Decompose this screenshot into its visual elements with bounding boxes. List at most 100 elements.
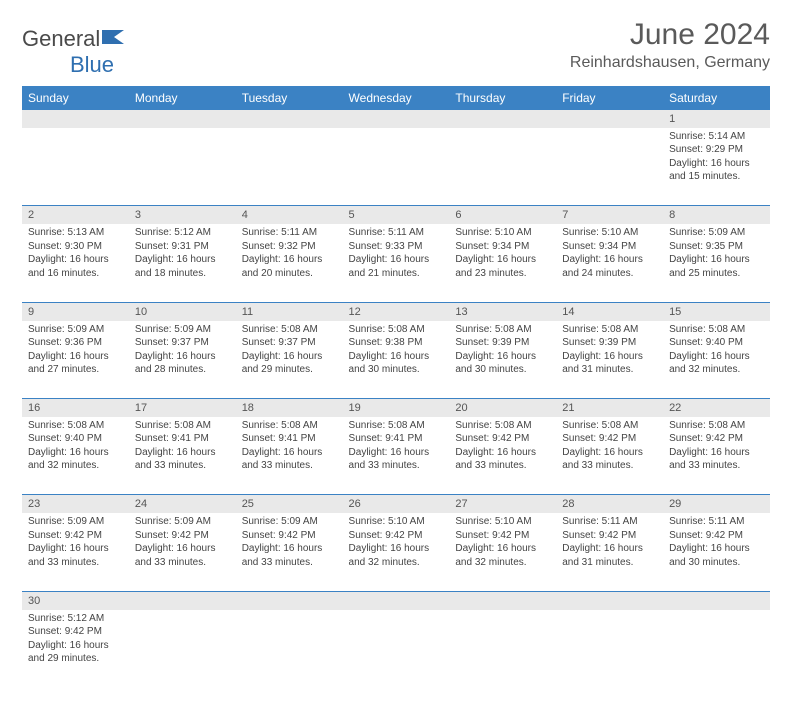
day-number-cell: 7 xyxy=(556,206,663,224)
day-number-cell: 1 xyxy=(663,110,770,128)
day-number-cell: 10 xyxy=(129,302,236,320)
sunrise-line: Sunrise: 5:08 AM xyxy=(349,419,444,433)
day-number-cell: 18 xyxy=(236,399,343,417)
sunrise-line: Sunrise: 5:08 AM xyxy=(455,419,550,433)
sunrise-line: Sunrise: 5:09 AM xyxy=(135,515,230,529)
day-cell xyxy=(22,128,129,206)
daylight-line: Daylight: 16 hours and 32 minutes. xyxy=(669,350,764,377)
sunset-line: Sunset: 9:41 PM xyxy=(135,432,230,446)
daynum-row: 9101112131415 xyxy=(22,302,770,320)
sunrise-line: Sunrise: 5:09 AM xyxy=(242,515,337,529)
day-details: Sunrise: 5:08 AMSunset: 9:38 PMDaylight:… xyxy=(343,321,450,381)
sunset-line: Sunset: 9:42 PM xyxy=(562,529,657,543)
day-cell: Sunrise: 5:08 AMSunset: 9:37 PMDaylight:… xyxy=(236,321,343,399)
day-number-cell: 5 xyxy=(343,206,450,224)
day-header: Tuesday xyxy=(236,86,343,110)
day-details: Sunrise: 5:10 AMSunset: 9:34 PMDaylight:… xyxy=(556,224,663,284)
sunrise-line: Sunrise: 5:12 AM xyxy=(135,226,230,240)
day-number-cell: 2 xyxy=(22,206,129,224)
daylight-line: Daylight: 16 hours and 21 minutes. xyxy=(349,253,444,280)
day-cell xyxy=(556,128,663,206)
sunrise-line: Sunrise: 5:08 AM xyxy=(28,419,123,433)
day-cell: Sunrise: 5:11 AMSunset: 9:33 PMDaylight:… xyxy=(343,224,450,302)
day-cell: Sunrise: 5:08 AMSunset: 9:39 PMDaylight:… xyxy=(449,321,556,399)
day-number-cell: 17 xyxy=(129,399,236,417)
daylight-line: Daylight: 16 hours and 30 minutes. xyxy=(349,350,444,377)
day-cell: Sunrise: 5:09 AMSunset: 9:42 PMDaylight:… xyxy=(22,513,129,591)
daylight-line: Daylight: 16 hours and 20 minutes. xyxy=(242,253,337,280)
sunrise-line: Sunrise: 5:08 AM xyxy=(135,419,230,433)
day-number-cell xyxy=(129,110,236,128)
sunrise-line: Sunrise: 5:10 AM xyxy=(562,226,657,240)
daylight-line: Daylight: 16 hours and 25 minutes. xyxy=(669,253,764,280)
day-number-cell: 20 xyxy=(449,399,556,417)
day-header-row: Sunday Monday Tuesday Wednesday Thursday… xyxy=(22,86,770,110)
day-cell: Sunrise: 5:13 AMSunset: 9:30 PMDaylight:… xyxy=(22,224,129,302)
day-details: Sunrise: 5:09 AMSunset: 9:35 PMDaylight:… xyxy=(663,224,770,284)
sunrise-line: Sunrise: 5:08 AM xyxy=(669,419,764,433)
day-cell xyxy=(556,610,663,688)
week-row: Sunrise: 5:09 AMSunset: 9:36 PMDaylight:… xyxy=(22,321,770,399)
day-cell: Sunrise: 5:08 AMSunset: 9:42 PMDaylight:… xyxy=(556,417,663,495)
day-details: Sunrise: 5:09 AMSunset: 9:37 PMDaylight:… xyxy=(129,321,236,381)
day-details: Sunrise: 5:08 AMSunset: 9:39 PMDaylight:… xyxy=(556,321,663,381)
page: GeneralBlue June 2024 Reinhardshausen, G… xyxy=(0,0,792,706)
day-number-cell: 24 xyxy=(129,495,236,513)
daylight-line: Daylight: 16 hours and 33 minutes. xyxy=(242,446,337,473)
day-details: Sunrise: 5:08 AMSunset: 9:39 PMDaylight:… xyxy=(449,321,556,381)
daylight-line: Daylight: 16 hours and 33 minutes. xyxy=(349,446,444,473)
daylight-line: Daylight: 16 hours and 33 minutes. xyxy=(28,542,123,569)
sunrise-line: Sunrise: 5:08 AM xyxy=(242,419,337,433)
day-details: Sunrise: 5:13 AMSunset: 9:30 PMDaylight:… xyxy=(22,224,129,284)
day-number-cell: 14 xyxy=(556,302,663,320)
daynum-row: 1 xyxy=(22,110,770,128)
sunset-line: Sunset: 9:39 PM xyxy=(455,336,550,350)
day-cell xyxy=(449,128,556,206)
day-details: Sunrise: 5:09 AMSunset: 9:42 PMDaylight:… xyxy=(129,513,236,573)
sunset-line: Sunset: 9:42 PM xyxy=(28,529,123,543)
day-details: Sunrise: 5:08 AMSunset: 9:40 PMDaylight:… xyxy=(22,417,129,477)
day-cell: Sunrise: 5:11 AMSunset: 9:32 PMDaylight:… xyxy=(236,224,343,302)
calendar-body: 1Sunrise: 5:14 AMSunset: 9:29 PMDaylight… xyxy=(22,110,770,688)
sunset-line: Sunset: 9:29 PM xyxy=(669,143,764,157)
day-cell: Sunrise: 5:12 AMSunset: 9:42 PMDaylight:… xyxy=(22,610,129,688)
day-number-cell: 4 xyxy=(236,206,343,224)
sunset-line: Sunset: 9:42 PM xyxy=(455,529,550,543)
day-details: Sunrise: 5:08 AMSunset: 9:42 PMDaylight:… xyxy=(663,417,770,477)
logo-text-blue: Blue xyxy=(70,52,114,77)
page-title: June 2024 xyxy=(570,18,770,52)
day-details: Sunrise: 5:11 AMSunset: 9:42 PMDaylight:… xyxy=(663,513,770,573)
sunrise-line: Sunrise: 5:11 AM xyxy=(242,226,337,240)
daylight-line: Daylight: 16 hours and 27 minutes. xyxy=(28,350,123,377)
day-details: Sunrise: 5:10 AMSunset: 9:42 PMDaylight:… xyxy=(449,513,556,573)
day-number-cell xyxy=(556,591,663,609)
sunset-line: Sunset: 9:42 PM xyxy=(28,625,123,639)
day-cell: Sunrise: 5:10 AMSunset: 9:42 PMDaylight:… xyxy=(343,513,450,591)
day-number-cell xyxy=(556,110,663,128)
day-details: Sunrise: 5:09 AMSunset: 9:36 PMDaylight:… xyxy=(22,321,129,381)
daylight-line: Daylight: 16 hours and 32 minutes. xyxy=(455,542,550,569)
day-details: Sunrise: 5:08 AMSunset: 9:41 PMDaylight:… xyxy=(343,417,450,477)
sunset-line: Sunset: 9:36 PM xyxy=(28,336,123,350)
day-details: Sunrise: 5:08 AMSunset: 9:41 PMDaylight:… xyxy=(236,417,343,477)
sunrise-line: Sunrise: 5:08 AM xyxy=(242,323,337,337)
day-number-cell: 8 xyxy=(663,206,770,224)
day-number-cell: 19 xyxy=(343,399,450,417)
sunset-line: Sunset: 9:40 PM xyxy=(669,336,764,350)
day-number-cell xyxy=(663,591,770,609)
day-cell xyxy=(129,610,236,688)
day-number-cell: 21 xyxy=(556,399,663,417)
day-details: Sunrise: 5:08 AMSunset: 9:42 PMDaylight:… xyxy=(556,417,663,477)
daylight-line: Daylight: 16 hours and 33 minutes. xyxy=(135,542,230,569)
day-cell: Sunrise: 5:10 AMSunset: 9:42 PMDaylight:… xyxy=(449,513,556,591)
day-header: Sunday xyxy=(22,86,129,110)
day-cell xyxy=(129,128,236,206)
sunrise-line: Sunrise: 5:10 AM xyxy=(455,515,550,529)
sunrise-line: Sunrise: 5:11 AM xyxy=(349,226,444,240)
sunrise-line: Sunrise: 5:08 AM xyxy=(669,323,764,337)
day-details: Sunrise: 5:09 AMSunset: 9:42 PMDaylight:… xyxy=(236,513,343,573)
sunset-line: Sunset: 9:42 PM xyxy=(349,529,444,543)
sunset-line: Sunset: 9:42 PM xyxy=(669,432,764,446)
sunset-line: Sunset: 9:42 PM xyxy=(242,529,337,543)
day-cell: Sunrise: 5:08 AMSunset: 9:39 PMDaylight:… xyxy=(556,321,663,399)
